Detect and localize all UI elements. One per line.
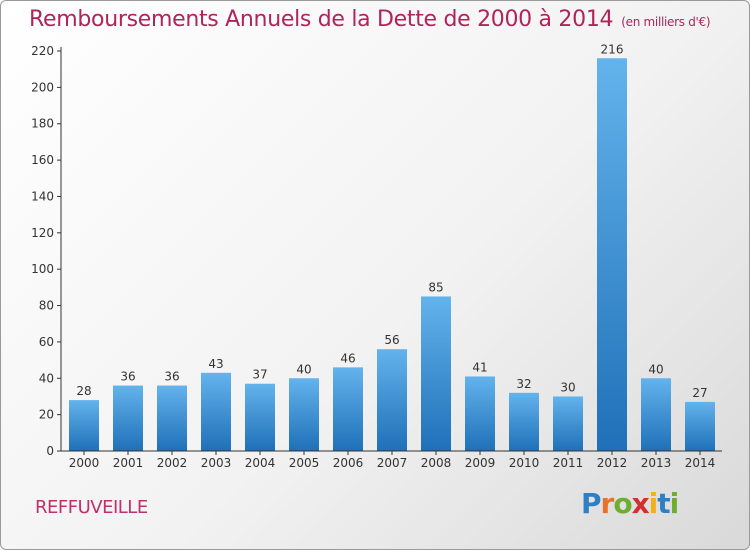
bar [201, 372, 231, 451]
bar-value-label: 85 [428, 280, 443, 294]
x-tick-label: 2002 [157, 456, 188, 470]
bars: 28 36 36 43 37 40 46 56 85 41 32 30 216 40 27 [69, 42, 715, 451]
x-tick-label: 2014 [685, 456, 716, 470]
x-tick-label: 2008 [421, 456, 452, 470]
y-tick-label: 100 [31, 262, 54, 276]
y-tick-label: 60 [39, 335, 54, 349]
bar-value-label: 28 [76, 384, 91, 398]
logo-letter: i [648, 487, 659, 520]
logo-letter: x [631, 487, 650, 520]
bar [597, 58, 627, 451]
y-tick-label: 20 [39, 408, 54, 422]
y-tick-label: 40 [39, 371, 54, 385]
y-tick-label: 180 [31, 117, 54, 131]
bar-value-label: 40 [648, 362, 663, 376]
chart-title: Remboursements Annuels de la Dette de 20… [29, 7, 711, 32]
x-tick-label: 2007 [377, 456, 408, 470]
x-tick-label: 2011 [553, 456, 584, 470]
bar [69, 400, 99, 451]
x-tick-label: 2001 [113, 456, 144, 470]
bar-value-label: 40 [296, 362, 311, 376]
bar-value-label: 46 [340, 351, 355, 365]
bar [113, 385, 143, 451]
y-tick-label: 0 [46, 444, 54, 458]
y-tick-label: 140 [31, 189, 54, 203]
bar-value-label: 27 [692, 386, 707, 400]
commune-name: REFFUVEILLE [35, 497, 148, 518]
x-tick-label: 2009 [465, 456, 496, 470]
logo-letter: P [581, 487, 602, 520]
bar-value-label: 56 [384, 333, 399, 347]
x-tick-label: 2005 [289, 456, 320, 470]
bar [157, 385, 187, 451]
bar-value-label: 41 [472, 360, 487, 374]
x-tick-label: 2003 [201, 456, 232, 470]
y-tick-label: 200 [31, 80, 54, 94]
bar [465, 376, 495, 451]
bar [421, 296, 451, 451]
bar [509, 392, 539, 451]
bar [641, 378, 671, 451]
bar [553, 396, 583, 451]
bar-value-label: 30 [560, 380, 575, 394]
bar-value-label: 32 [516, 377, 531, 391]
y-tick-label: 160 [31, 153, 54, 167]
bar [685, 401, 715, 451]
bar-value-label: 37 [252, 368, 267, 382]
bar-value-label: 216 [601, 42, 624, 56]
x-axis: 2000 2001 2002 2003 2004 2005 2006 2007 2008 2009… [61, 450, 722, 470]
proxiti-logo: Proxiti [581, 487, 680, 520]
bar [245, 383, 275, 451]
bar-value-label: 36 [120, 370, 135, 384]
x-tick-label: 2000 [69, 456, 100, 470]
y-tick-label: 120 [31, 226, 54, 240]
y-axis: 0 20 40 60 80 100 120 140 160 180 200 220 [31, 44, 62, 458]
x-tick-label: 2004 [245, 456, 276, 470]
chart-unit-label: (en milliers d'€) [621, 15, 711, 29]
logo-letter: o [613, 487, 632, 520]
bar [377, 349, 407, 451]
chart-title-text: Remboursements Annuels de la Dette de 20… [29, 7, 614, 32]
logo-letter: t [657, 487, 670, 520]
x-tick-label: 2013 [641, 456, 672, 470]
bar [289, 378, 319, 451]
y-tick-label: 80 [39, 299, 54, 313]
bar-value-label: 43 [208, 357, 223, 371]
logo-letter: i [669, 487, 680, 520]
x-tick-label: 2010 [509, 456, 540, 470]
bar-value-label: 36 [164, 370, 179, 384]
bar [333, 367, 363, 451]
x-tick-label: 2012 [597, 456, 628, 470]
y-tick-label: 220 [31, 44, 54, 58]
logo-letter: r [600, 487, 615, 520]
x-tick-label: 2006 [333, 456, 364, 470]
